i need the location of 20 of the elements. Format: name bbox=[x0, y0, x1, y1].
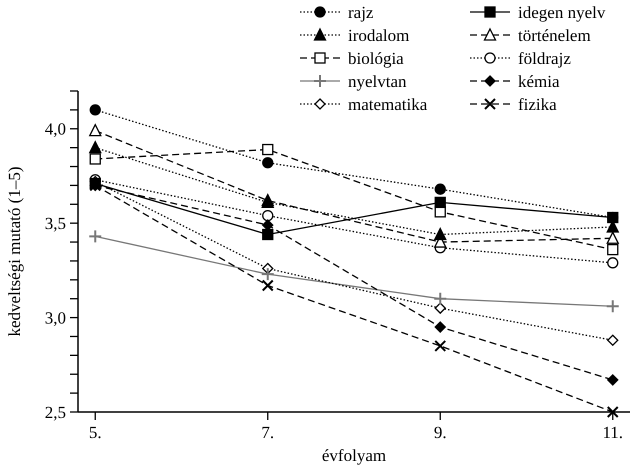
legend-label: rajz bbox=[348, 2, 374, 22]
legend-label: történelem bbox=[518, 26, 591, 45]
x-tick-label: 11. bbox=[602, 423, 624, 442]
y-tick-label: 2,5 bbox=[44, 402, 66, 422]
y-axis-title: kedveltségi mutató (1–5) bbox=[5, 166, 24, 336]
y-tick-label: 3,5 bbox=[44, 214, 66, 234]
legend-label: idegen nyelv bbox=[518, 2, 606, 22]
y-tick-label: 4,0 bbox=[44, 120, 66, 139]
x-tick-label: 5. bbox=[88, 423, 102, 442]
legend-label: irodalom bbox=[348, 26, 410, 45]
legend-label: földrajz bbox=[518, 48, 572, 68]
legend-label: matematika bbox=[348, 94, 428, 114]
legend-label: fizika bbox=[518, 94, 558, 114]
x-axis-title: évfolyam bbox=[322, 446, 386, 465]
legend-label: nyelvtan bbox=[348, 72, 408, 91]
y-tick-label: 3,0 bbox=[44, 308, 66, 328]
legend-label: kémia bbox=[518, 72, 560, 91]
x-tick-label: 7. bbox=[261, 423, 274, 442]
x-tick-label: 9. bbox=[434, 423, 447, 442]
legend-label: biológia bbox=[348, 48, 404, 68]
